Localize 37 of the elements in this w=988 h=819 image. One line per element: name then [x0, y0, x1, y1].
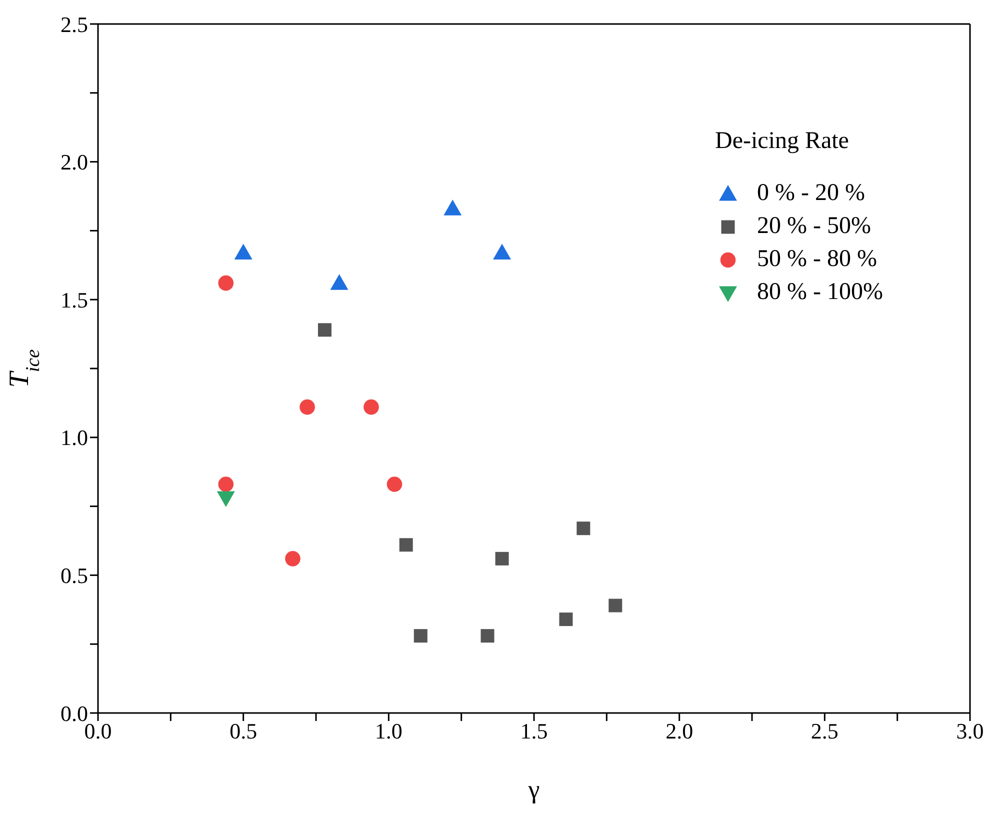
y-tick-label: 0.5 — [60, 563, 88, 588]
point — [576, 522, 590, 536]
point — [414, 629, 428, 643]
point — [216, 491, 235, 508]
y-tick-label: 0.0 — [60, 700, 88, 726]
point — [559, 612, 573, 626]
point — [399, 538, 413, 552]
point — [608, 598, 622, 612]
point — [386, 476, 402, 492]
point — [364, 399, 379, 415]
point — [300, 399, 315, 415]
legend-label: 80 % - 100% — [757, 279, 883, 306]
x-tick-label: 3.0 — [956, 718, 984, 744]
y-tick-label: 1.5 — [60, 287, 88, 312]
point — [480, 629, 494, 643]
y-tick-label: 2.0 — [60, 150, 88, 175]
y-tick-label: 2.5 — [60, 12, 88, 37]
point — [234, 244, 252, 260]
legend-label: 0 % - 20 % — [757, 180, 865, 207]
point — [285, 551, 300, 566]
point — [495, 552, 509, 566]
x-tick-label: 1.5 — [520, 718, 548, 744]
x-tick-label: 0.5 — [230, 718, 258, 744]
x-tick-label: 1.0 — [374, 718, 402, 744]
point — [493, 244, 512, 260]
point — [444, 200, 462, 216]
point — [318, 323, 332, 337]
point — [218, 275, 234, 291]
point — [330, 274, 348, 290]
x-tick-label: 2.0 — [666, 718, 694, 744]
x-tick-label: 2.5 — [810, 718, 838, 744]
x-axis-title: γ — [527, 775, 540, 804]
point — [218, 476, 234, 492]
y-tick-label: 1.0 — [60, 425, 88, 450]
legend-title: De-icing Rate — [715, 128, 850, 155]
legend-label: 50 % - 80 % — [757, 246, 877, 273]
legend-label: 20 % - 50% — [757, 213, 871, 240]
